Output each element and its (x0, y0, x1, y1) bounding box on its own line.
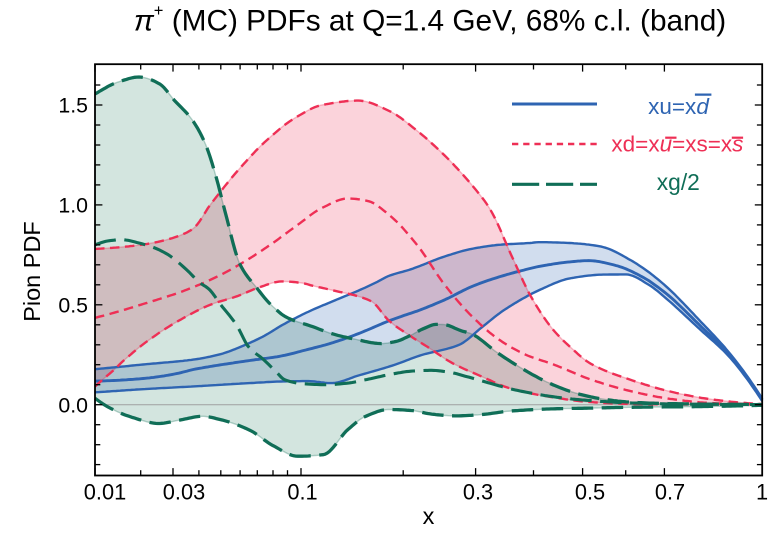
svg-text:0.1: 0.1 (287, 480, 317, 505)
svg-text:0.01: 0.01 (84, 480, 126, 505)
svg-text:xg/2: xg/2 (657, 169, 700, 195)
svg-text:1: 1 (756, 480, 768, 505)
svg-text:Pion PDF: Pion PDF (19, 221, 45, 322)
svg-text:0.0: 0.0 (58, 393, 88, 417)
svg-text:0.5: 0.5 (58, 293, 88, 317)
svg-text:1.0: 1.0 (58, 194, 88, 218)
svg-text:xu=xd: xu=xd (648, 94, 710, 119)
svg-text:x: x (423, 503, 435, 529)
svg-text:0.3: 0.3 (463, 480, 493, 505)
svg-text:0.03: 0.03 (163, 480, 205, 505)
svg-text:0.7: 0.7 (655, 480, 685, 505)
svg-text:π+ (MC) PDFs at Q=1.4 GeV, 68%: π+ (MC) PDFs at Q=1.4 GeV, 68% c.l. (ban… (134, 2, 726, 37)
svg-text:1.5: 1.5 (58, 94, 88, 118)
svg-text:0.5: 0.5 (575, 480, 605, 505)
svg-text:xd=xu=xs=xs: xd=xu=xs=xs (611, 132, 743, 157)
